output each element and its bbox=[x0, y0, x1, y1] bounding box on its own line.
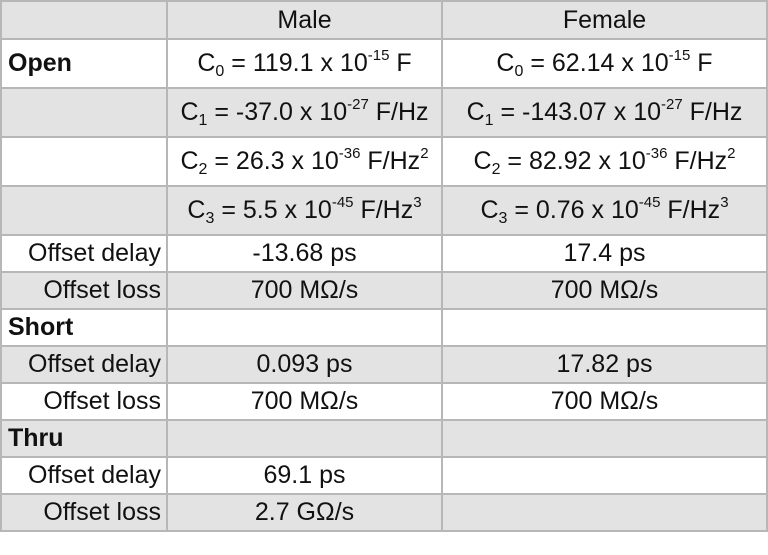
short-offset-loss-row: Offset loss 700 MΩ/s 700 MΩ/s bbox=[0, 382, 768, 421]
short-offset-delay-female: 17.82 ps bbox=[441, 345, 768, 384]
short-offset-delay-male: 0.093 ps bbox=[166, 345, 443, 384]
open-c1-row: C1 = -37.0 x 10-27 F/Hz C1 = -143.07 x 1… bbox=[0, 87, 768, 138]
thru-offset-delay-male: 69.1 ps bbox=[166, 456, 443, 495]
open-c2-female: C2 = 82.92 x 10-36 F/Hz2 bbox=[441, 136, 768, 187]
header-blank-cell bbox=[0, 0, 168, 40]
open-c0-row: Open C0 = 119.1 x 10-15 F C0 = 62.14 x 1… bbox=[0, 38, 768, 89]
calibration-standards-table: Male Female Open C0 = 119.1 x 10-15 F C0… bbox=[0, 0, 768, 532]
offset-loss-label: Offset loss bbox=[0, 493, 168, 532]
thru-section-row: Thru bbox=[0, 419, 768, 458]
section-short-label: Short bbox=[0, 308, 168, 347]
empty-label-cell bbox=[0, 185, 168, 236]
empty-label-cell bbox=[0, 87, 168, 138]
open-c3-male: C3 = 5.5 x 10-45 F/Hz3 bbox=[166, 185, 443, 236]
open-c0-male: C0 = 119.1 x 10-15 F bbox=[166, 38, 443, 89]
open-offset-loss-female: 700 MΩ/s bbox=[441, 271, 768, 310]
offset-loss-label: Offset loss bbox=[0, 271, 168, 310]
thru-offset-loss-male: 2.7 GΩ/s bbox=[166, 493, 443, 532]
offset-delay-label: Offset delay bbox=[0, 456, 168, 495]
open-c1-female: C1 = -143.07 x 10-27 F/Hz bbox=[441, 87, 768, 138]
empty-cell bbox=[441, 419, 768, 458]
empty-cell bbox=[441, 308, 768, 347]
empty-label-cell bbox=[0, 136, 168, 187]
offset-loss-label: Offset loss bbox=[0, 382, 168, 421]
header-row: Male Female bbox=[0, 0, 768, 40]
thru-offset-loss-row: Offset loss 2.7 GΩ/s bbox=[0, 493, 768, 532]
open-c1-male: C1 = -37.0 x 10-27 F/Hz bbox=[166, 87, 443, 138]
open-c2-row: C2 = 26.3 x 10-36 F/Hz2 C2 = 82.92 x 10-… bbox=[0, 136, 768, 187]
open-offset-delay-male: -13.68 ps bbox=[166, 234, 443, 273]
thru-offset-delay-female bbox=[441, 456, 768, 495]
section-open-label: Open bbox=[0, 38, 168, 89]
short-offset-loss-male: 700 MΩ/s bbox=[166, 382, 443, 421]
thru-offset-delay-row: Offset delay 69.1 ps bbox=[0, 456, 768, 495]
open-c3-female: C3 = 0.76 x 10-45 F/Hz3 bbox=[441, 185, 768, 236]
header-male: Male bbox=[166, 0, 443, 40]
thru-offset-loss-female bbox=[441, 493, 768, 532]
offset-delay-label: Offset delay bbox=[0, 234, 168, 273]
short-offset-loss-female: 700 MΩ/s bbox=[441, 382, 768, 421]
open-c3-row: C3 = 5.5 x 10-45 F/Hz3 C3 = 0.76 x 10-45… bbox=[0, 185, 768, 236]
open-offset-loss-row: Offset loss 700 MΩ/s 700 MΩ/s bbox=[0, 271, 768, 310]
short-section-row: Short bbox=[0, 308, 768, 347]
open-c0-female: C0 = 62.14 x 10-15 F bbox=[441, 38, 768, 89]
open-offset-loss-male: 700 MΩ/s bbox=[166, 271, 443, 310]
short-offset-delay-row: Offset delay 0.093 ps 17.82 ps bbox=[0, 345, 768, 384]
empty-cell bbox=[166, 419, 443, 458]
open-offset-delay-female: 17.4 ps bbox=[441, 234, 768, 273]
empty-cell bbox=[166, 308, 443, 347]
header-female: Female bbox=[441, 0, 768, 40]
offset-delay-label: Offset delay bbox=[0, 345, 168, 384]
open-c2-male: C2 = 26.3 x 10-36 F/Hz2 bbox=[166, 136, 443, 187]
section-thru-label: Thru bbox=[0, 419, 168, 458]
open-offset-delay-row: Offset delay -13.68 ps 17.4 ps bbox=[0, 234, 768, 273]
